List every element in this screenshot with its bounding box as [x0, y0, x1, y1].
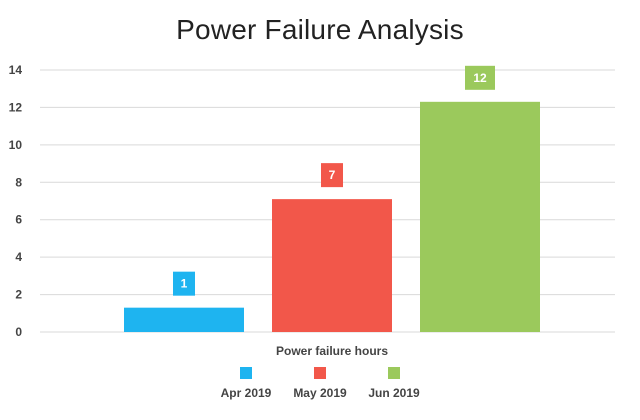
y-tick-label-14: 14: [9, 63, 23, 77]
y-tick-label-0: 0: [15, 325, 22, 339]
legend-swatch-1: [240, 367, 252, 379]
bar-1: [124, 307, 244, 332]
y-tick-label-6: 6: [15, 213, 22, 227]
legend-swatch-3: [388, 367, 400, 379]
y-tick-label-2: 2: [15, 288, 22, 302]
legend-label-3: Jun 2019: [368, 386, 420, 400]
legend-swatch-2: [314, 367, 326, 379]
data-label-1: 1: [181, 277, 188, 291]
bar-3: [420, 101, 540, 332]
y-tick-label-12: 12: [9, 100, 23, 114]
legend-label-1: Apr 2019: [221, 386, 272, 400]
x-axis-title: Power failure hours: [276, 344, 388, 358]
data-label-box-1: [173, 271, 195, 296]
y-tick-label-10: 10: [9, 138, 23, 152]
y-tick-label-4: 4: [15, 250, 22, 264]
chart-title: Power Failure Analysis: [176, 14, 464, 45]
bar-2: [272, 199, 392, 332]
y-tick-label-8: 8: [15, 175, 22, 189]
data-label-3: 12: [473, 71, 487, 85]
data-label-box-3: [465, 65, 495, 90]
legend-label-2: May 2019: [293, 386, 347, 400]
data-label-box-2: [321, 163, 343, 188]
data-label-2: 7: [329, 168, 336, 182]
